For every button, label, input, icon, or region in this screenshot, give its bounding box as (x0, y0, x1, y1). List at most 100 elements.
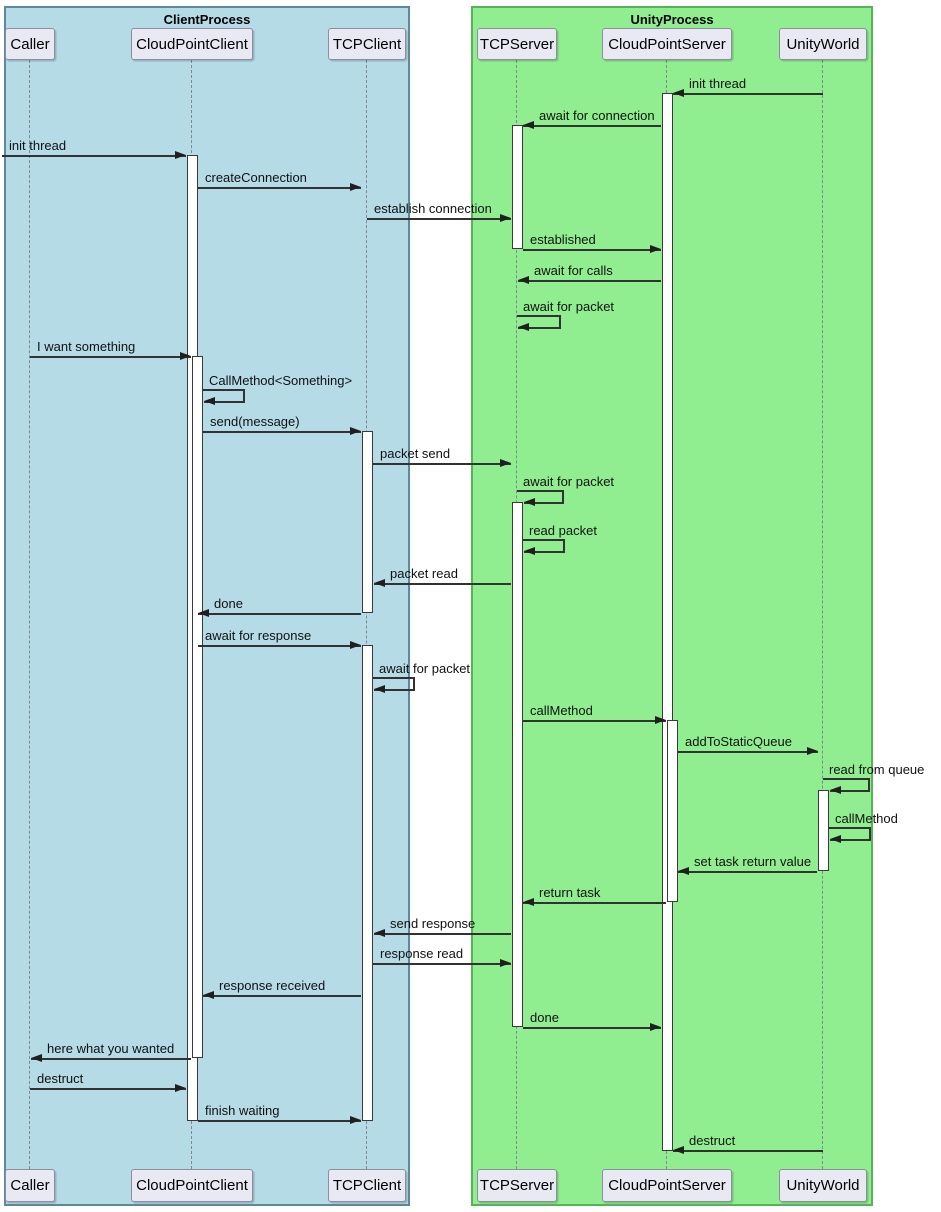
self-message-label: await for packet (523, 474, 615, 489)
self-message-bottom-line (518, 327, 559, 329)
arrowhead-left-icon (31, 1054, 42, 1062)
activation-bar-tcpserver (511, 125, 523, 249)
participant-bottom-cloudpointclient: CloudPointClient (131, 1169, 253, 1202)
activation-bar-unityworld (817, 790, 829, 871)
self-message-label: await for packet (379, 661, 471, 676)
participant-top-tcpserver: TCPServer (477, 28, 557, 60)
arrowhead-left-icon (203, 991, 214, 999)
message-line (198, 1120, 361, 1122)
message-line (673, 1150, 823, 1152)
arrowhead-left-icon (198, 609, 209, 617)
activation-bar-tcpserver (511, 502, 523, 1027)
message-label: createConnection (205, 170, 307, 185)
self-message-right-line (243, 389, 245, 403)
arrowhead-left-icon (673, 89, 684, 97)
arrowhead-left-icon (830, 786, 841, 794)
message-label: await for calls (534, 263, 613, 278)
participant-bottom-tcpserver: TCPServer (477, 1169, 557, 1202)
self-message-right-line (563, 539, 565, 553)
message-label: await for connection (539, 108, 655, 123)
self-message-right-line (562, 490, 564, 504)
self-message-top-line (823, 778, 868, 780)
self-message-label: await for packet (523, 299, 615, 314)
arrowhead-left-icon (524, 547, 535, 555)
arrowhead-left-icon (374, 579, 385, 587)
message-label: return task (539, 885, 601, 900)
self-message-bottom-line (830, 790, 868, 792)
arrowhead-left-icon (204, 397, 215, 405)
arrowhead-left-icon (523, 898, 534, 906)
activation-bar-tcpclient (361, 431, 373, 613)
activation-bar-cloudpointserver (661, 93, 673, 1151)
self-message-right-line (559, 315, 561, 329)
arrowhead-right-icon (500, 459, 511, 467)
message-label: destruct (689, 1133, 736, 1148)
message-line (523, 720, 666, 722)
message-line (203, 431, 361, 433)
message-label: init thread (9, 138, 67, 153)
message-line (31, 1058, 191, 1060)
arrowhead-left-icon (374, 685, 385, 693)
message-label: done (530, 1010, 559, 1025)
activation-bar-cloudpointserver (666, 720, 678, 902)
arrowhead-right-icon (650, 245, 661, 253)
participant-bottom-unityworld: UnityWorld (779, 1169, 867, 1202)
self-message-top-line (829, 827, 869, 829)
arrowhead-left-icon (518, 323, 529, 331)
message-line (367, 218, 511, 220)
message-label: response received (219, 978, 326, 993)
message-label: set task return value (694, 854, 812, 869)
self-message-right-line (868, 778, 870, 792)
self-message-bottom-line (204, 401, 243, 403)
process-frame-clientprocess: ClientProcess (4, 6, 410, 1206)
arrowhead-right-icon (350, 641, 361, 649)
message-label: init thread (689, 76, 747, 91)
arrowhead-left-icon (374, 929, 385, 937)
message-line (198, 187, 361, 189)
self-message-bottom-line (524, 551, 563, 553)
arrowhead-right-icon (175, 151, 186, 159)
self-message-label: read packet (529, 523, 597, 538)
self-message-top-line (517, 490, 562, 492)
message-line (374, 933, 511, 935)
self-message-right-line (869, 827, 871, 841)
participant-top-cloudpointclient: CloudPointClient (131, 28, 253, 60)
message-label: packet read (390, 566, 458, 581)
message-line (678, 871, 817, 873)
self-message-label: read from queue (829, 762, 925, 777)
arrowhead-left-icon (673, 1146, 684, 1154)
participant-top-tcpclient: TCPClient (328, 28, 406, 60)
message-label: await for response (205, 628, 312, 643)
arrowhead-right-icon (175, 1084, 186, 1092)
activation-bar-cloudpointclient (191, 356, 203, 1058)
message-label: establish connection (374, 201, 492, 216)
participant-top-unityworld: UnityWorld (779, 28, 867, 60)
message-line (523, 1027, 661, 1029)
message-line (30, 1088, 186, 1090)
arrowhead-right-icon (807, 747, 818, 755)
arrowhead-left-icon (523, 121, 534, 129)
arrowhead-left-icon (830, 835, 841, 843)
self-message-bottom-line (830, 839, 869, 841)
message-label: packet send (380, 446, 451, 461)
participant-bottom-tcpclient: TCPClient (328, 1169, 406, 1202)
message-label: addToStaticQueue (685, 734, 792, 749)
arrowhead-right-icon (180, 352, 191, 360)
self-message-top-line (517, 315, 559, 317)
participant-top-cloudpointserver: CloudPointServer (602, 28, 732, 60)
message-line (373, 463, 511, 465)
arrowhead-right-icon (655, 716, 666, 724)
message-label: send response (390, 916, 476, 931)
participant-top-caller: Caller (5, 28, 55, 60)
self-message-top-line (203, 389, 243, 391)
lifeline-caller (29, 60, 30, 1169)
arrowhead-right-icon (650, 1023, 661, 1031)
message-label: response read (380, 946, 464, 961)
message-line (30, 356, 191, 358)
participant-bottom-caller: Caller (5, 1169, 55, 1202)
message-line (673, 93, 823, 95)
message-line (523, 125, 661, 127)
arrowhead-right-icon (500, 959, 511, 967)
participant-bottom-cloudpointserver: CloudPointServer (602, 1169, 732, 1202)
